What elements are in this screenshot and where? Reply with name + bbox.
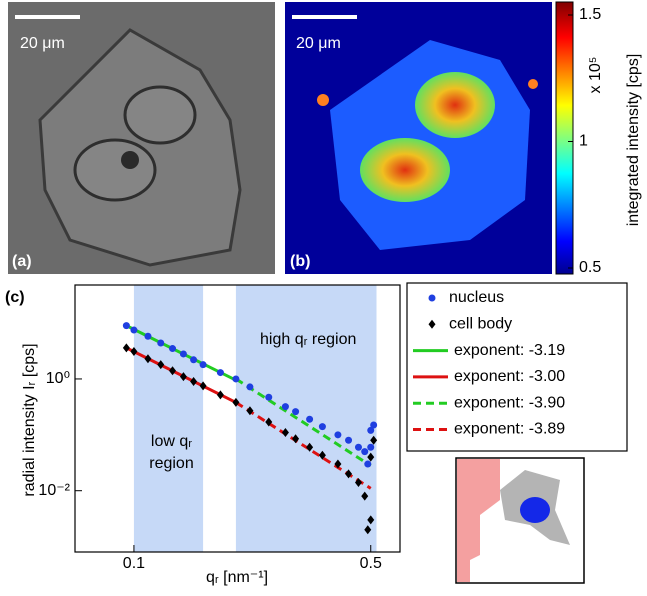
panel-label: (a) [12, 253, 32, 270]
y-tick-label: 10⁻² [38, 482, 70, 499]
point [157, 339, 165, 347]
point [367, 515, 375, 525]
point [292, 408, 300, 416]
y-tick-label: 10⁰ [46, 370, 70, 387]
point [265, 393, 273, 401]
scale-bar-label: 20 μm [296, 35, 341, 52]
heatmap-b [285, 2, 552, 274]
point [246, 406, 254, 416]
point [367, 426, 375, 434]
legend-label: nucleus [449, 289, 504, 306]
colorbar-multiplier: x 10⁵ [587, 57, 604, 94]
point [367, 443, 375, 451]
point [169, 366, 177, 376]
legend-marker [428, 294, 436, 302]
point [334, 431, 342, 439]
inset-diagram [455, 457, 585, 584]
point [318, 450, 326, 460]
point [199, 381, 207, 391]
point [292, 434, 300, 444]
legend-label: exponent: -3.90 [454, 394, 565, 411]
point [370, 421, 378, 429]
legend-label: exponent: -3.00 [454, 368, 565, 385]
point [246, 383, 254, 391]
colorbar-label: integrated intensity [cps] [625, 54, 642, 227]
region-label: low qᵣ [151, 433, 192, 450]
point [130, 346, 138, 356]
point [306, 415, 314, 423]
point [370, 435, 378, 445]
x-tick-label: 0.5 [360, 555, 382, 572]
point [306, 442, 314, 452]
legend-marker [428, 319, 436, 329]
point [345, 469, 353, 479]
colorbar [555, 1, 574, 275]
panel-label: (c) [5, 289, 25, 306]
point [354, 478, 362, 488]
colorbar-tick-label: 1.5 [579, 6, 601, 23]
region [133, 285, 204, 552]
point [232, 375, 240, 383]
point [334, 459, 342, 469]
point [345, 436, 353, 444]
point [216, 390, 224, 400]
y-axis-label: radial intensity Iᵣ [cps] [21, 343, 38, 496]
point [361, 491, 369, 501]
colorbar-tick-label: 0.5 [579, 259, 601, 276]
legend-box [406, 282, 628, 452]
fit-line [235, 377, 372, 467]
legend-label: cell body [449, 316, 512, 333]
point [232, 397, 240, 407]
point [199, 361, 207, 369]
panel-label: (b) [290, 253, 310, 270]
point [216, 369, 224, 377]
point [361, 448, 369, 456]
point [122, 343, 130, 353]
scale-bar-label: 20 μm [20, 35, 65, 52]
legend-label: exponent: -3.19 [454, 342, 565, 359]
legend-label: exponent: -3.89 [454, 421, 565, 438]
region-label: high qᵣ region [260, 331, 356, 348]
point [354, 443, 362, 451]
point [122, 322, 130, 330]
point [144, 332, 152, 340]
micrograph-a [8, 2, 275, 274]
colorbar-tick-label: 1 [579, 133, 588, 150]
point [179, 350, 187, 358]
x-axis-label: qᵣ [nm⁻¹] [206, 569, 268, 586]
point [144, 354, 152, 364]
point [318, 423, 326, 431]
point [169, 345, 177, 353]
point [367, 452, 375, 462]
point [190, 377, 198, 387]
point [157, 360, 165, 370]
plot-frame [74, 284, 401, 553]
point [281, 403, 289, 411]
point [130, 326, 138, 334]
point [281, 428, 289, 438]
point [265, 417, 273, 427]
x-tick-label: 0.1 [123, 555, 145, 572]
point [364, 460, 372, 468]
point [190, 356, 198, 364]
point [179, 372, 187, 382]
plot-area [122, 285, 378, 552]
region-label: region [149, 455, 193, 472]
point [364, 525, 372, 535]
